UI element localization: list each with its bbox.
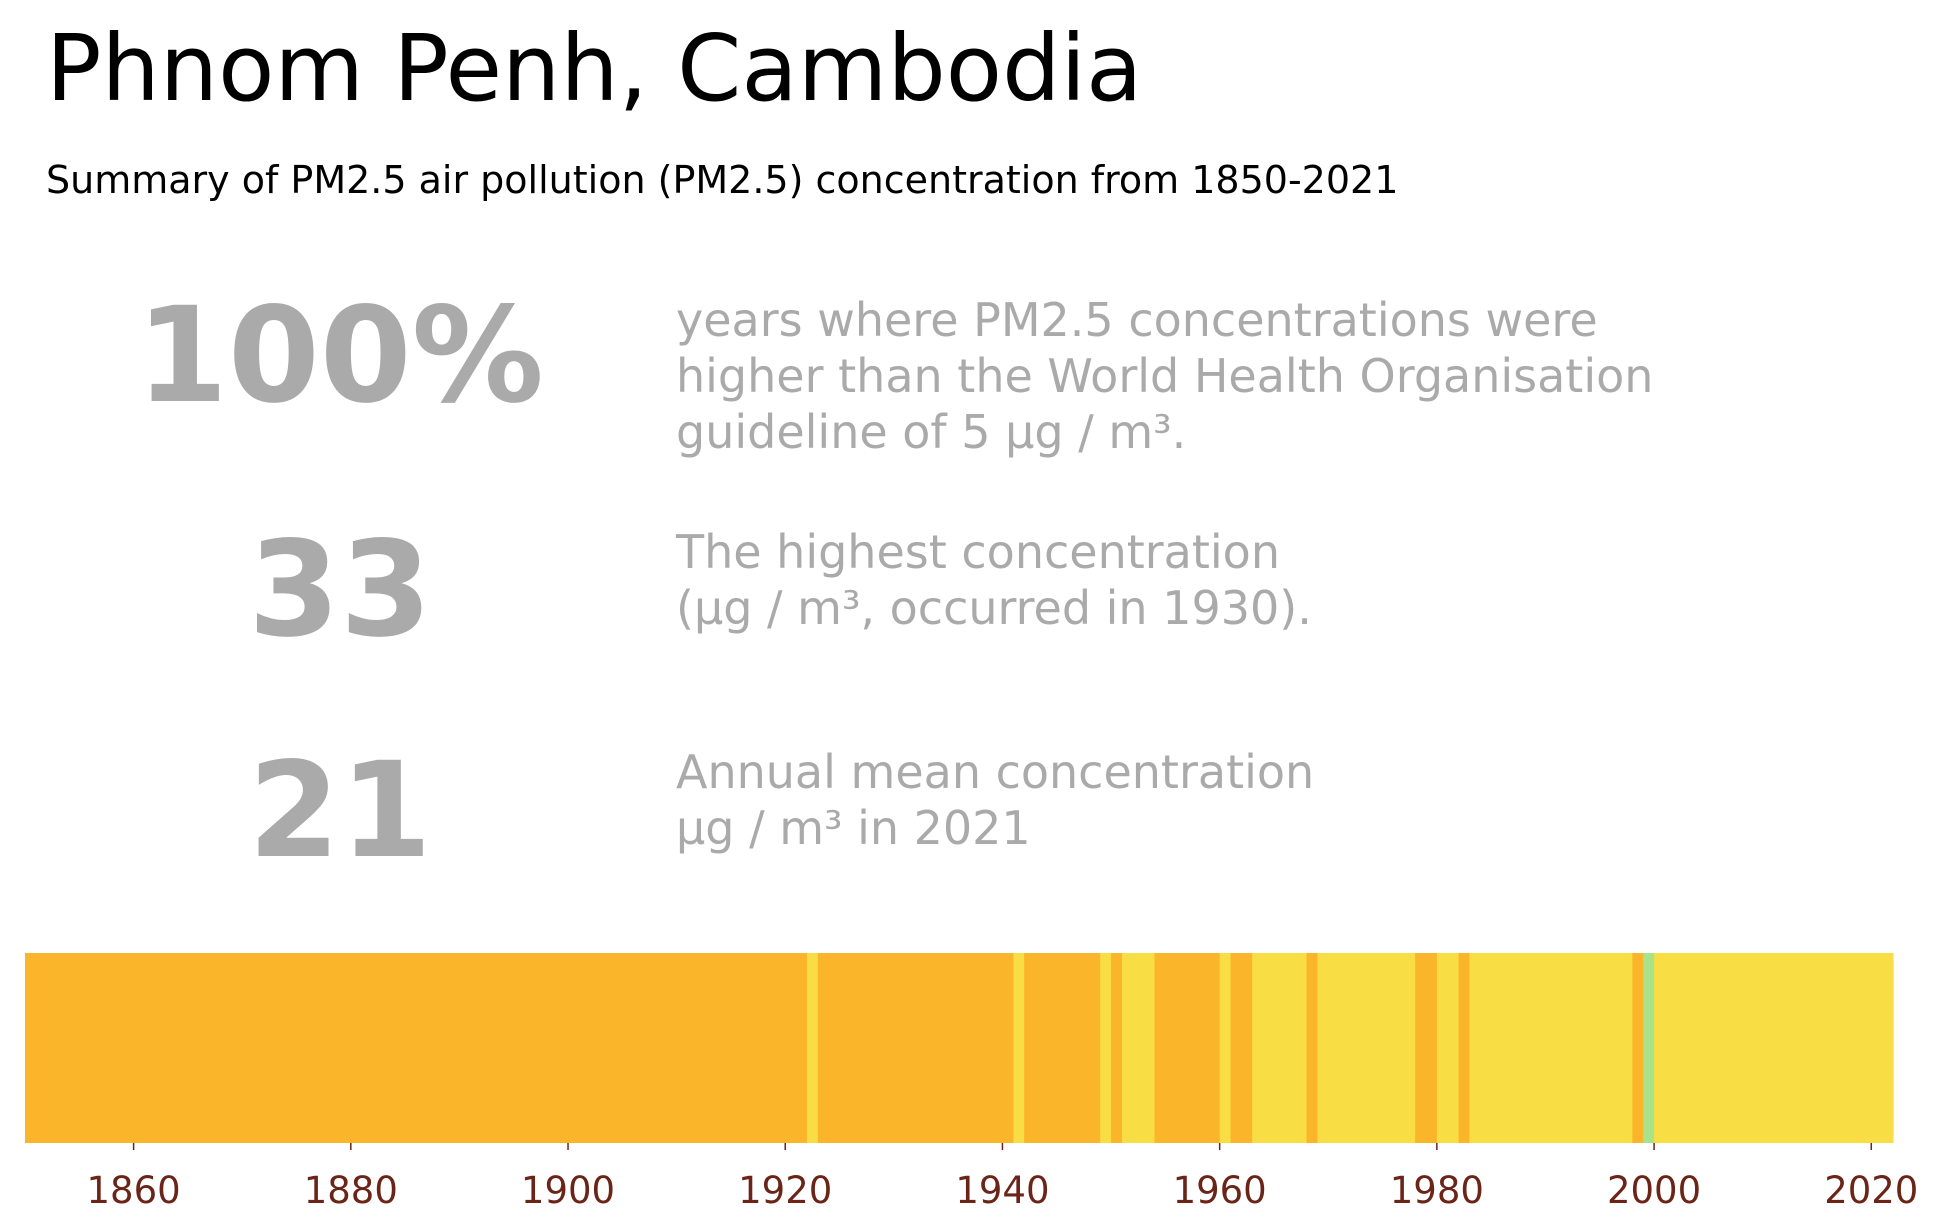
x-tick-label-2020: 2020 <box>1824 1169 1918 1212</box>
stripe-1922-1923 <box>806 953 819 1143</box>
stat-value-annual-mean: 21 <box>248 734 432 888</box>
stat-description-line: (μg / m³, occurred in 1930). <box>676 581 1312 635</box>
stripe-1923-1941 <box>817 953 1014 1143</box>
stat-description-annual-mean: Annual mean concentration μg / m³ in 202… <box>676 744 1314 856</box>
stripe-1980-1982 <box>1436 953 1460 1143</box>
stat-description-exceedance: years where PM2.5 concentrations were hi… <box>676 292 1653 460</box>
stripe-1999-2000 <box>1643 953 1655 1143</box>
stripes-group <box>25 953 1894 1143</box>
stripe-1954-1960 <box>1154 953 1221 1143</box>
x-tick-label-1860: 1860 <box>87 1169 181 1212</box>
stripe-1951-1954 <box>1121 953 1156 1143</box>
stripe-1950-1951 <box>1111 953 1123 1143</box>
x-tick-label-1920: 1920 <box>738 1169 832 1212</box>
x-tick-label-1900: 1900 <box>521 1169 615 1212</box>
stripe-2000-2022 <box>1654 953 1894 1143</box>
stripe-1982-1983 <box>1458 953 1471 1143</box>
stripe-1960-1961 <box>1219 953 1232 1143</box>
x-axis-ticks: 1860 1880 1900 1920 1940 1960 1980 2000 2020 <box>87 1143 1918 1212</box>
x-tick-label-1880: 1880 <box>304 1169 398 1212</box>
stripe-1978-1980 <box>1415 953 1438 1143</box>
page-subtitle: Summary of PM2.5 air pollution (PM2.5) c… <box>46 158 1399 202</box>
stripe-1969-1978 <box>1317 953 1416 1143</box>
stat-value-highest: 33 <box>248 513 432 667</box>
stripe-1998-1999 <box>1632 953 1644 1143</box>
stripe-1968-1969 <box>1306 953 1318 1143</box>
stat-value-exceedance: 100% <box>136 279 544 433</box>
stripe-1941-1942 <box>1013 953 1025 1143</box>
stripe-1961-1963 <box>1230 953 1253 1143</box>
stripe-1850-1922 <box>25 953 808 1143</box>
page-title: Phnom Penh, Cambodia <box>46 15 1143 122</box>
x-tick-label-1980: 1980 <box>1390 1169 1484 1212</box>
x-tick-label-2000: 2000 <box>1607 1169 1701 1212</box>
stripe-1983-1998 <box>1469 953 1633 1143</box>
x-tick-label-1960: 1960 <box>1173 1169 1267 1212</box>
stat-description-highest: The highest concentration (μg / m³, occu… <box>676 524 1312 636</box>
stat-description-line: years where PM2.5 concentrations were <box>676 293 1598 347</box>
stat-description-line: higher than the World Health Organisatio… <box>676 349 1654 403</box>
x-tick-label-1940: 1940 <box>955 1169 1049 1212</box>
stat-description-line: μg / m³ in 2021 <box>676 801 1031 855</box>
stripe-1949-1950 <box>1100 953 1112 1143</box>
stat-description-line: The highest concentration <box>676 525 1280 579</box>
stat-description-line: Annual mean concentration <box>676 745 1315 799</box>
stripe-1963-1968 <box>1252 953 1308 1143</box>
stat-description-line: guideline of 5 μg / m³. <box>676 405 1187 459</box>
stripe-1942-1949 <box>1024 953 1101 1143</box>
